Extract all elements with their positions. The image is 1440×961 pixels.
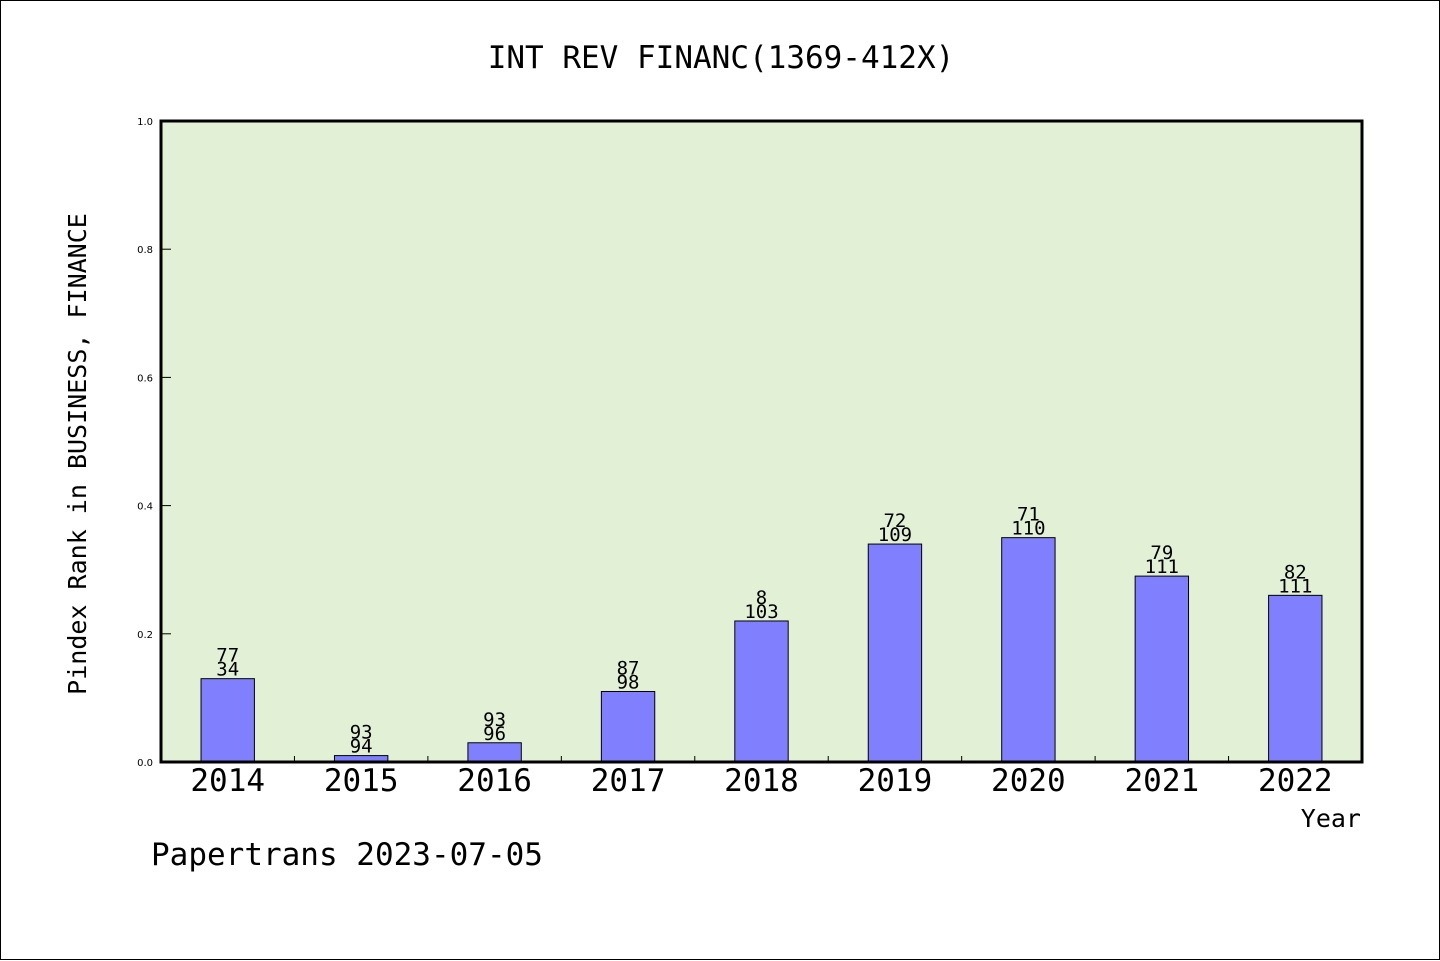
bar-label-top-2014: 77 [216,645,239,667]
y-axis-label: Pindex Rank in BUSINESS, FINANCE [63,213,92,695]
x-tick-label-2021: 2021 [1125,763,1200,799]
bar-label-bottom-2016: 96 [483,723,506,745]
bar-label-top-2022: 82 [1284,561,1307,583]
y-tick-label-0.8: 0.8 [137,245,153,256]
bar-2016 [467,742,522,763]
bar-2014 [200,678,255,763]
y-tick-label-0.0: 0.0 [137,758,153,769]
bar-label-bottom-2017: 98 [617,671,640,693]
bar-label-bottom-2020: 110 [1011,518,1045,540]
y-tick-label-1.0: 1.0 [137,117,153,128]
bar-2017 [600,690,656,763]
y-axis-ticks: 0.0 0.2 0.4 0.6 0.8 1.0 [137,117,171,769]
bar-label-top-2017: 87 [617,657,640,679]
footer-credit: Papertrans 2023-07-05 [151,837,543,873]
x-tick-label-2020: 2020 [991,763,1066,799]
x-tick-label-2016: 2016 [457,763,532,799]
bar-label-top-2018: 8 [756,587,767,609]
x-tick-label-2015: 2015 [324,763,399,799]
x-axis-ticks: 2014 2015 2016 2017 2018 2019 2020 2021 2022 [190,756,1333,799]
bar-label-top-2016: 93 [483,709,506,731]
bar-label-bottom-2018: 103 [744,601,778,623]
x-tick-label-2022: 2022 [1258,763,1333,799]
bar-label-bottom-2014: 34 [216,659,239,681]
bar-2019 [867,543,923,763]
y-tick-label-0.6: 0.6 [137,373,153,384]
bar-2022 [1268,594,1323,763]
x-tick-label-2014: 2014 [190,763,265,799]
bar-2020 [1001,537,1056,763]
x-axis-label: Year [1301,804,1361,833]
bar-2021 [1134,575,1190,763]
bars-layer [200,537,1323,763]
plot-border [159,119,1364,764]
bar-label-bottom-2015: 94 [350,736,373,758]
bar-label-top-2021: 79 [1150,542,1173,564]
chart-title: INT REV FINANC(1369-412X) [488,40,955,76]
x-tick-label-2019: 2019 [858,763,933,799]
bar-2018 [734,620,789,763]
x-tick-label-2018: 2018 [724,763,799,799]
y-tick-label-0.2: 0.2 [137,630,153,641]
bar-label-top-2020: 71 [1017,504,1040,526]
bar-label-bottom-2019: 109 [878,524,912,546]
bar-label-bottom-2022: 111 [1278,575,1312,597]
bar-label-top-2019: 72 [883,510,906,532]
x-tick-label-2017: 2017 [591,763,666,799]
y-tick-label-0.4: 0.4 [137,502,153,513]
bar-label-bottom-2021: 111 [1145,556,1179,578]
bar-label-top-2015: 93 [350,722,373,744]
